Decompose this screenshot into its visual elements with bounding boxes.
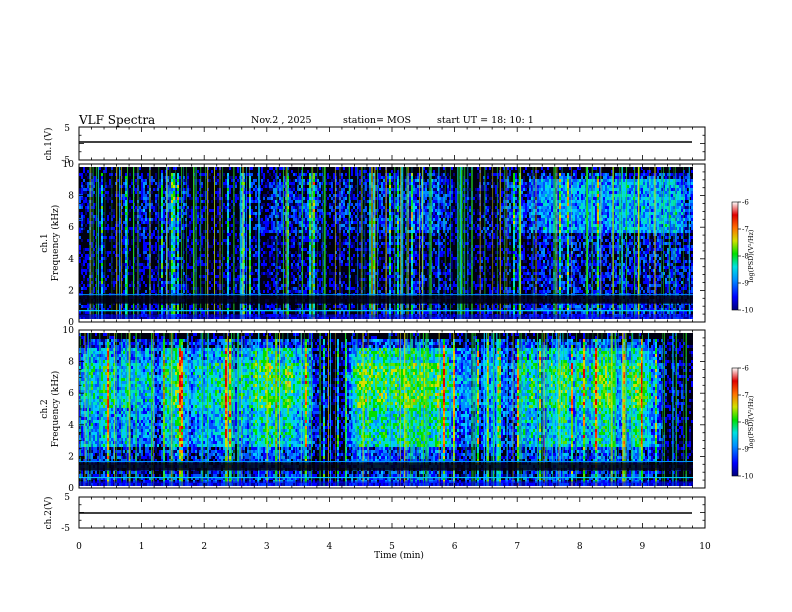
x-tick-label: 3: [264, 542, 270, 552]
ch1-spectrogram-image: [79, 167, 693, 319]
header-date: Nov.2 , 2025: [251, 115, 312, 126]
spectrogram-ytick-label: 6: [68, 223, 74, 233]
ch1-frequency-label: Frequency (kHz): [50, 205, 61, 282]
x-tick-label: 8: [577, 542, 583, 552]
ch2-colorbar: [731, 367, 739, 477]
colorbar-tick-label: -8: [742, 419, 749, 427]
spectrogram-ytick-label: 10: [63, 160, 75, 170]
spectrogram-ytick-label: 2: [68, 286, 74, 296]
ch1-colorbar: [731, 201, 739, 311]
ch2-ytick-bottom: -5: [61, 524, 70, 534]
x-tick-label: 0: [76, 542, 82, 552]
ch2-voltage-ylabel: ch.2(V): [43, 497, 54, 530]
spectrogram-ytick-label: 4: [68, 421, 74, 431]
colorbar-tick-label: -7: [742, 226, 749, 234]
colorbar-tick-label: -9: [742, 446, 749, 454]
spectrogram-ytick-label: 4: [68, 255, 74, 265]
colorbar-tick-label: -6: [742, 199, 749, 207]
spectrogram-ytick-label: 2: [68, 452, 74, 462]
figure-title: VLF Spectra: [78, 113, 155, 127]
x-tick-label: 4: [327, 542, 333, 552]
spectrogram-ytick-label: 6: [68, 389, 74, 399]
header-station: station= MOS: [343, 115, 411, 126]
axis-ticks: [78, 126, 706, 529]
x-tick-label: 10: [699, 542, 711, 552]
x-tick-label: 9: [640, 542, 646, 552]
colorbar-tick-label: -6: [742, 365, 749, 373]
x-tick-label: 7: [514, 542, 520, 552]
ch1-colorbar-label: log(PSD)(V²/Hz): [747, 229, 755, 282]
ch1-ytick-top: 5: [64, 124, 70, 134]
colorbar-tick-label: -8: [742, 253, 749, 261]
x-tick-label: 1: [139, 542, 145, 552]
ch2-spectrogram-image: [79, 333, 693, 486]
spectrogram-ytick-label: 10: [63, 326, 75, 336]
spectrogram-ytick-label: 8: [68, 192, 74, 202]
ch1-channel-label: ch.1: [40, 233, 50, 252]
ch2-frequency-label: Frequency (kHz): [50, 371, 61, 448]
x-tick-label: 5: [389, 542, 395, 552]
spectrogram-ytick-label: 0: [68, 318, 74, 328]
spectrogram-ytick-label: 0: [68, 484, 74, 494]
x-tick-label: 2: [201, 542, 207, 552]
header-start-ut: start UT = 18: 10: 1: [437, 115, 534, 126]
colorbar-ticks: -6 -7 -8 -9 -10 -6 -7 -8 -9 -10: [738, 199, 753, 481]
colorbar-tick-label: -7: [742, 392, 749, 400]
colorbar-tick-label: -9: [742, 280, 749, 288]
spectrogram-ytick-label: 8: [68, 358, 74, 368]
x-tick-labels: 0 1 2 3 4 5 6 7 8 9 10: [76, 542, 711, 552]
ch1-ytick-bottom: -5: [61, 156, 70, 166]
x-tick-label: 6: [452, 542, 458, 552]
colorbar-tick-label: -10: [742, 473, 753, 481]
colorbar-tick-label: -10: [742, 307, 753, 315]
ch2-colorbar-label: log(PSD)(V²/Hz): [747, 395, 755, 448]
ch2-channel-label: ch.2: [40, 399, 50, 418]
ch1-voltage-ylabel: ch.1(V): [43, 128, 54, 161]
x-axis-label: Time (min): [374, 550, 424, 561]
ch2-ytick-top: 5: [64, 493, 70, 503]
